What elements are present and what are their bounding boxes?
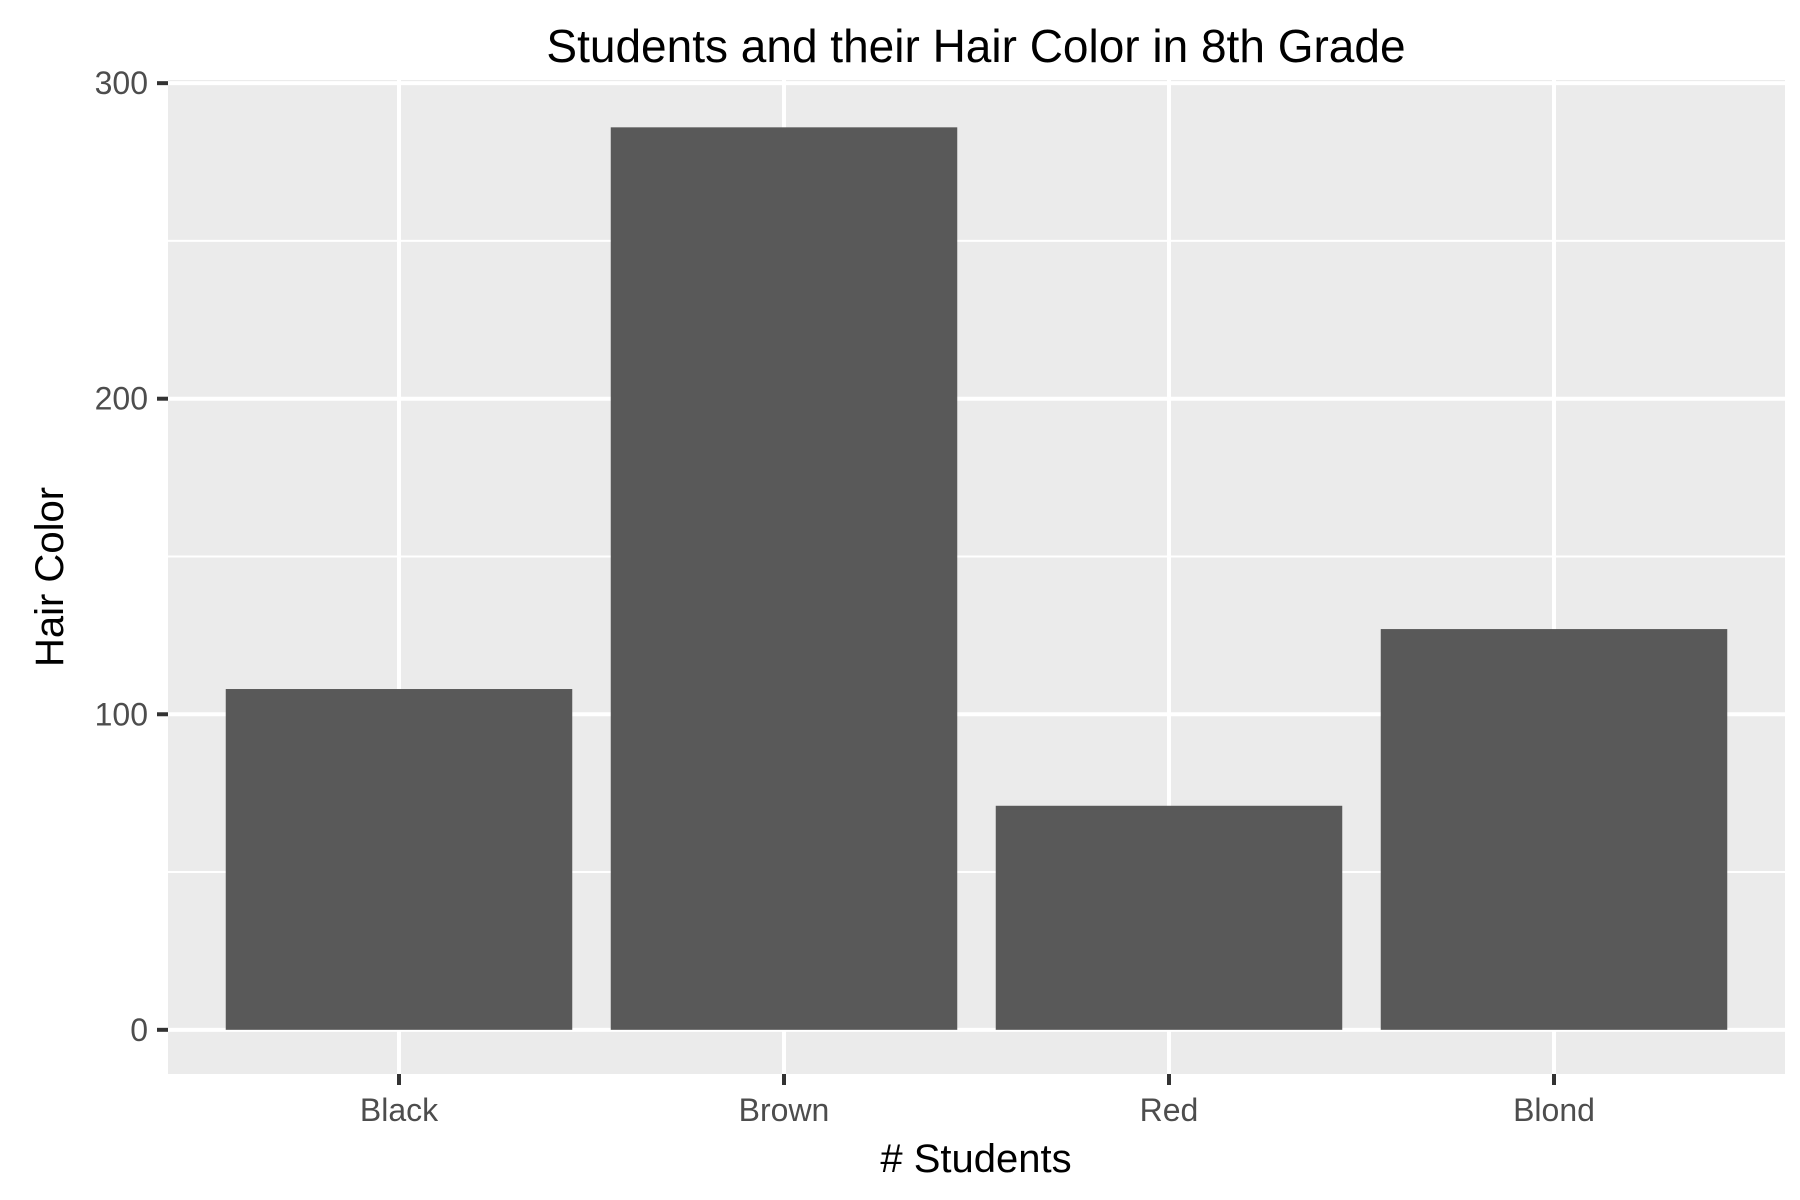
x-tick-label: Brown <box>739 1092 830 1128</box>
y-tick-label: 200 <box>95 381 148 417</box>
bar-red <box>995 805 1343 1030</box>
chart-title: Students and their Hair Color in 8th Gra… <box>546 20 1405 72</box>
y-axis-ticks: 0 100 200 300 <box>95 65 168 1048</box>
x-tick-label: Black <box>360 1092 439 1128</box>
x-axis-ticks: Black Brown Red Blond <box>360 1074 1595 1128</box>
y-tick-label: 0 <box>130 1012 148 1048</box>
bar-blond <box>1380 629 1728 1030</box>
y-tick-label: 100 <box>95 696 148 732</box>
x-tick-label: Red <box>1140 1092 1199 1128</box>
x-tick-label: Blond <box>1513 1092 1595 1128</box>
bars <box>225 127 1728 1030</box>
bar-brown <box>610 127 958 1030</box>
bar-black <box>225 689 573 1030</box>
y-axis-title: Hair Color <box>28 487 72 667</box>
y-tick-label: 300 <box>95 65 148 101</box>
x-axis-title: # Students <box>880 1137 1071 1181</box>
